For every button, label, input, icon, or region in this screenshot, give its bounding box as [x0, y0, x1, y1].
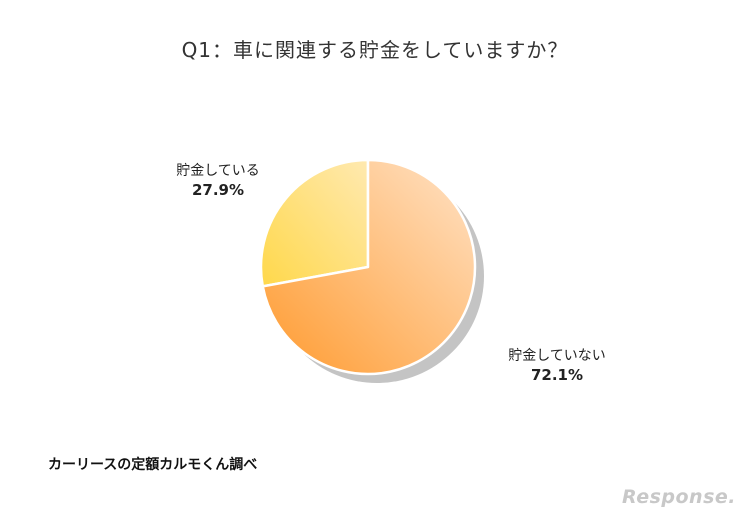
slice-value-saving: 27.9% [191, 181, 245, 199]
slice-label-not-saving-text: 貯金していない [508, 348, 606, 364]
slice-label-saving-text: 貯金している [176, 163, 260, 179]
chart-title: Q1：車に関連する貯金をしていますか？ [181, 38, 569, 62]
pie-slice-saving [259, 158, 370, 288]
response-logo: Response. [622, 486, 736, 508]
source-note: カーリースの定額カルモくん調べ [48, 457, 258, 473]
pie-slice-not-saving [261, 158, 477, 376]
slice-label-not-saving: 貯金していない 72.1% [487, 347, 627, 385]
slice-value-not-saving: 72.1% [530, 366, 584, 384]
slice-label-saving: 貯金している 27.9% [148, 162, 288, 200]
